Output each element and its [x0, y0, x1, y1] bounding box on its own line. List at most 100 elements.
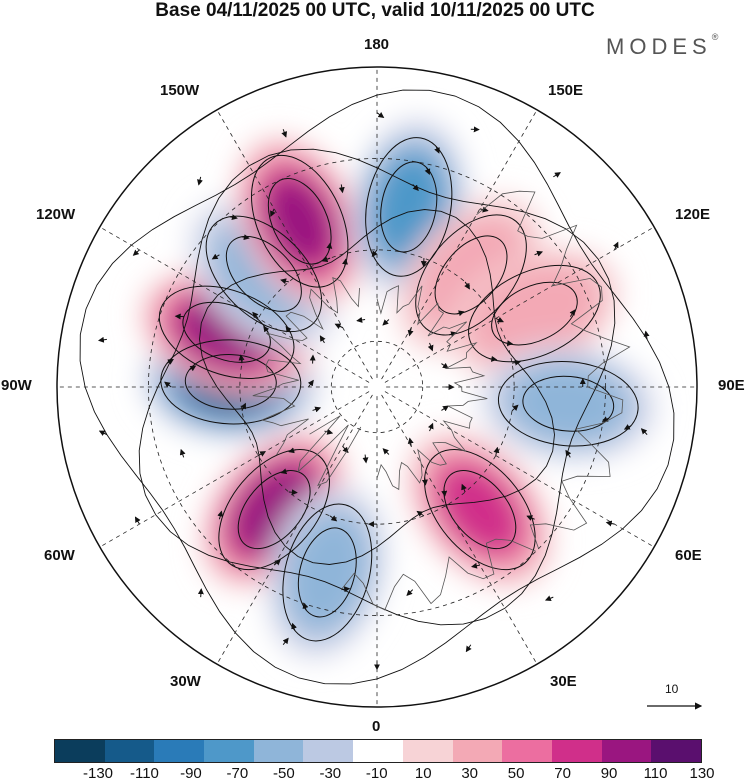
- wind-arrow: [511, 404, 519, 412]
- wind-arrow: [329, 515, 338, 522]
- wind-arrow: [98, 430, 108, 437]
- graticule: [57, 67, 697, 707]
- colorbar-tick-label: -30: [319, 765, 342, 782]
- colorbar-segment: [402, 740, 453, 762]
- streamline-loop: [237, 470, 311, 550]
- wind-arrow: [412, 184, 419, 191]
- colorbar-tick-label: 130: [689, 765, 715, 782]
- lon-label-60e: 60E: [675, 547, 702, 564]
- meridian-line: [99, 226, 370, 383]
- wind-arrow: [134, 516, 141, 525]
- colorbar-tick-label: -90: [180, 765, 202, 782]
- coastline: [476, 190, 631, 549]
- wind-arrow: [211, 253, 220, 260]
- colorbar-tick-label: 50: [507, 765, 525, 782]
- wind-arrow: [613, 241, 619, 251]
- wind-arrow: [164, 381, 172, 388]
- wind-arrow: [441, 362, 449, 369]
- colorbar-segment: [452, 740, 503, 762]
- wind-arrow: [273, 559, 281, 566]
- colorbar-tick-label: 10: [414, 765, 432, 782]
- colorbar-tick-label: 70: [554, 765, 571, 782]
- streamline-loop: [365, 137, 453, 277]
- anomaly-contour-central-siberia-ridge: [466, 261, 603, 366]
- colorbar-tick-label: 30: [461, 765, 479, 782]
- streamline-loop: [297, 527, 357, 618]
- wind-arrow: [334, 323, 343, 330]
- lon-label-30w: 30W: [170, 673, 201, 690]
- map-disc: [57, 67, 697, 707]
- wind-arrow: [280, 278, 289, 285]
- flow-arrow: [288, 447, 297, 454]
- lon-label-150e: 150E: [548, 82, 584, 99]
- wind-arrow: [197, 588, 204, 598]
- wind-arrow: [511, 359, 521, 366]
- meridian-line: [381, 109, 538, 380]
- flow-arrow: [326, 242, 333, 251]
- wind-arrow: [376, 112, 385, 119]
- anomaly-contour-bering-ridge: [264, 176, 335, 267]
- streamline-loop: [251, 154, 349, 288]
- lon-label-60w: 60W: [44, 547, 75, 564]
- coastlines: [252, 190, 631, 611]
- wind-arrow: [240, 402, 246, 412]
- wind-arrow: [341, 586, 351, 593]
- colorbar-segment: [353, 740, 403, 762]
- wind-arrow: [534, 250, 543, 257]
- colorbar-tick-label: -10: [365, 765, 388, 782]
- wind-arrow: [441, 405, 449, 412]
- colorbar-tick-label: -110: [129, 765, 159, 782]
- streamline-loop: [522, 375, 615, 432]
- lon-label-180: 180: [364, 36, 390, 53]
- streamline-loop: [497, 360, 639, 447]
- wind-arrow: [605, 520, 615, 527]
- meridian-line: [216, 109, 373, 380]
- lon-label-90w: 90W: [1, 377, 32, 394]
- flow-arrow: [229, 214, 238, 221]
- wind-arrow: [282, 637, 289, 646]
- colorbar-tick-label: -70: [226, 765, 249, 782]
- wind-arrow: [312, 406, 322, 413]
- colorbar-tick-label: 110: [643, 765, 668, 782]
- meridian-line: [216, 394, 373, 665]
- flow-arrow: [302, 602, 309, 611]
- coastline: [252, 277, 360, 456]
- colorbar-segment: [55, 740, 105, 762]
- colorbar-segment: [651, 740, 701, 762]
- lon-label-150w: 150W: [160, 82, 200, 99]
- lon-label-30e: 30E: [550, 673, 577, 690]
- streamline-loop: [491, 281, 578, 346]
- streamline-loop: [443, 470, 517, 550]
- wind-arrow: [371, 249, 378, 258]
- colorbar: [54, 739, 702, 763]
- wind-arrow: [97, 336, 107, 343]
- wind-arrow: [565, 449, 572, 458]
- wind-arrow: [356, 316, 366, 323]
- wind-arrow: [471, 562, 480, 569]
- flow-arrow: [456, 310, 465, 317]
- flow-arrow: [263, 325, 270, 333]
- lon-label-0: 0: [372, 718, 381, 735]
- wind-arrow: [252, 311, 259, 319]
- flow-arrow: [189, 365, 197, 372]
- streamline-loop: [160, 339, 302, 425]
- flow-arrow: [489, 355, 498, 362]
- flow-arrow: [623, 424, 632, 430]
- streamline-loop: [158, 285, 295, 379]
- wind-arrow: [319, 335, 326, 344]
- streamline-loop: [218, 449, 330, 571]
- reference-vector-label: 10: [665, 682, 679, 696]
- wind-arrow: [338, 184, 345, 194]
- wind-arrow: [461, 483, 467, 493]
- wind-arrow: [493, 446, 500, 456]
- streamline-loop: [380, 161, 438, 253]
- modes-logo: MODES®: [606, 32, 718, 60]
- wind-arrow: [640, 428, 648, 435]
- colorbar-segment: [551, 740, 602, 762]
- wind-arrow: [495, 316, 504, 323]
- streamline-loop: [205, 215, 323, 333]
- wind-arrow: [407, 437, 414, 447]
- colorbar-segment: [502, 740, 552, 762]
- streamline-loop: [282, 503, 373, 642]
- wind-arrow: [179, 448, 186, 458]
